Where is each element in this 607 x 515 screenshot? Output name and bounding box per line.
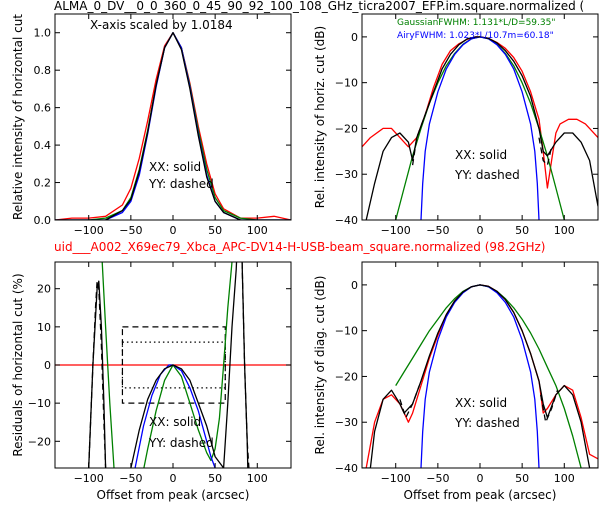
x-tick-label: −100: [74, 472, 104, 485]
series-line-black-dashed: [238, 262, 250, 468]
series-line-black-dashed: [399, 385, 420, 419]
plot-area: [362, 36, 598, 220]
y-tick-label: −30: [335, 416, 358, 429]
y-tick-label: −10: [335, 325, 358, 338]
plot-area: [55, 262, 291, 468]
x-tick-label: −100: [381, 224, 411, 237]
y-tick-label: 10: [37, 321, 51, 334]
x-axis-label: Offset from peak (arcsec): [404, 488, 557, 502]
xx-annotation: XX: solid: [455, 148, 507, 162]
y-tick-label: 0: [44, 359, 51, 372]
series-line-black-dashed: [540, 390, 559, 423]
x-axis-label: Offset from peak (arcsec): [97, 488, 250, 502]
x-tick-label: −100: [381, 472, 411, 485]
series-line-black-dashed: [88, 280, 107, 468]
y-axis-label: Rel. intensity of horiz. cut (dB): [313, 26, 327, 208]
series-line-black-solid: [55, 32, 291, 220]
x-tick-label: −100: [74, 224, 104, 237]
tolerance-box-dashed: [121, 326, 226, 404]
series-line-green-solid: [92, 262, 233, 468]
y-tick-label: −20: [335, 122, 358, 135]
plot-area: [55, 32, 291, 220]
y-tick-label: 1.0: [34, 27, 52, 40]
x-tick-label: 100: [247, 472, 268, 485]
series-line-blue-solid: [420, 36, 540, 220]
x-tick-label: −50: [426, 224, 449, 237]
y-axis-label: Rel. intensity of diag. cut (dB): [313, 276, 327, 455]
y-tick-label: −30: [335, 168, 358, 181]
series-line-black-dashed: [411, 91, 435, 166]
x-tick-label: 100: [554, 224, 575, 237]
y-tick-label: 0.4: [34, 139, 52, 152]
series-line-red-solid: [55, 32, 291, 220]
xx-annotation: XX: solid: [149, 160, 201, 174]
y-tick-label: 0: [351, 31, 358, 44]
panel-relative-intensity: −100 −50 0 50 100 0.0 0.2 0.4 0.6 0.8 1.0 Relative …: [11, 13, 292, 237]
x-tick-label: 100: [247, 224, 268, 237]
yy-annotation: YY: dashed: [148, 177, 214, 191]
x-tick-label: 0: [477, 224, 484, 237]
x-tick-label: 0: [170, 472, 177, 485]
y-tick-label: 0.8: [34, 64, 52, 77]
x-tick-label: 50: [208, 224, 222, 237]
series-line-green-solid: [55, 32, 291, 220]
y-tick-label: −40: [335, 462, 358, 475]
series-line-blue-solid: [55, 32, 291, 220]
y-tick-label: 0.6: [34, 102, 52, 115]
yy-annotation: YY: dashed: [148, 436, 214, 450]
series-line-black-solid: [362, 284, 598, 468]
x-tick-label: 50: [515, 472, 529, 485]
y-tick-label: 20: [37, 283, 51, 296]
plot-area: [362, 284, 598, 468]
y-tick-label: 0.2: [34, 177, 52, 190]
x-tick-label: −50: [119, 472, 142, 485]
series-line-black-solid: [365, 36, 598, 220]
x-tick-label: 50: [515, 224, 529, 237]
y-tick-label: −40: [335, 214, 358, 227]
y-tick-label: 0: [351, 279, 358, 292]
yy-annotation: YY: dashed: [454, 168, 520, 182]
y-axis-label: Residuals of horizontal cut (%): [11, 273, 25, 456]
x-tick-label: 0: [477, 472, 484, 485]
gaussian-fwhm-label: GaussianFWHM: 1.131*L/D=59.35": [397, 18, 555, 28]
x-tick-label: −50: [426, 472, 449, 485]
x-tick-label: 50: [208, 472, 222, 485]
scale-annotation: X-axis scaled by 1.0184: [90, 18, 233, 32]
xx-annotation: XX: solid: [149, 415, 201, 429]
series-line-black-solid: [88, 262, 249, 468]
y-tick-label: −20: [335, 370, 358, 383]
y-tick-label: −10: [335, 77, 358, 90]
x-tick-label: −50: [119, 224, 142, 237]
series-line-black-dashed: [538, 137, 553, 166]
x-tick-label: 100: [554, 472, 575, 485]
series-line-blue-solid: [420, 284, 540, 468]
plot-frame: [361, 13, 599, 221]
series-line-red-solid: [362, 36, 598, 189]
y-tick-label: 0.0: [34, 214, 52, 227]
yy-annotation: YY: dashed: [454, 416, 520, 430]
figure-title-mid: uid___A002_X69ec79_Xbca_APC-DV14-H-USB-b…: [54, 240, 545, 254]
xx-annotation: XX: solid: [455, 396, 507, 410]
y-tick-label: −10: [28, 397, 51, 410]
y-axis-label: Relative intensity of horizontal cut: [11, 14, 25, 220]
figure-title-top: ALMA_0_DV__0_0_360_0_45_90_92_100_108_GH…: [54, 0, 584, 13]
x-tick-label: 0: [170, 224, 177, 237]
airy-fwhm-label: AiryFWHM: 1.023*L/10.7m=60.18": [397, 31, 554, 41]
y-tick-label: −20: [28, 435, 51, 448]
plot-frame: [361, 261, 599, 469]
